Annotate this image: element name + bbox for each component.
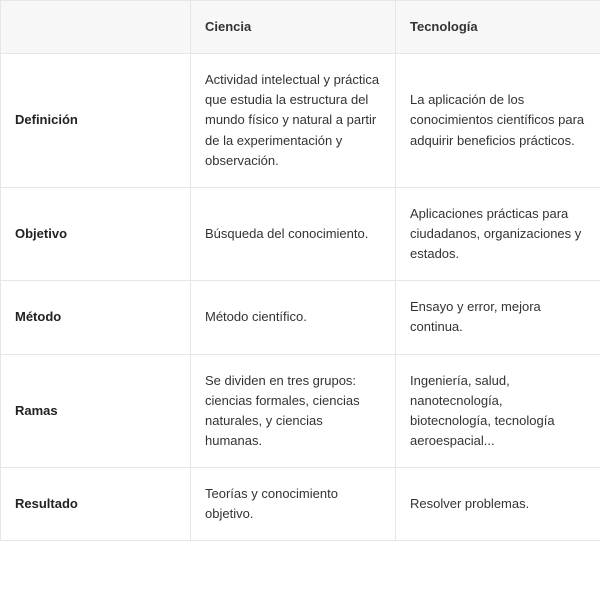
row-label: Objetivo xyxy=(1,187,191,280)
cell-tecnologia: La aplicación de los conocimientos cient… xyxy=(396,54,600,188)
cell-tecnologia: Ingeniería, salud, nanotecnología, biote… xyxy=(396,354,600,468)
cell-tecnologia: Resolver problemas. xyxy=(396,468,600,541)
col-header-tecnologia: Tecnología xyxy=(396,1,600,54)
cell-tecnologia: Aplicaciones prácticas para ciudadanos, … xyxy=(396,187,600,280)
cell-tecnologia: Ensayo y error, mejora continua. xyxy=(396,281,600,354)
row-label: Resultado xyxy=(1,468,191,541)
cell-ciencia: Método científico. xyxy=(191,281,396,354)
comparison-table: Ciencia Tecnología Definición Actividad … xyxy=(0,0,600,541)
table-row: Definición Actividad intelectual y práct… xyxy=(1,54,600,188)
table-row: Ramas Se dividen en tres grupos: ciencia… xyxy=(1,354,600,468)
table-row: Resultado Teorías y conocimiento objetiv… xyxy=(1,468,600,541)
table-row: Objetivo Búsqueda del conocimiento. Apli… xyxy=(1,187,600,280)
table-header-row: Ciencia Tecnología xyxy=(1,1,600,54)
cell-ciencia: Búsqueda del conocimiento. xyxy=(191,187,396,280)
table-row: Método Método científico. Ensayo y error… xyxy=(1,281,600,354)
cell-ciencia: Se dividen en tres grupos: ciencias form… xyxy=(191,354,396,468)
row-label: Ramas xyxy=(1,354,191,468)
col-header-ciencia: Ciencia xyxy=(191,1,396,54)
row-label: Definición xyxy=(1,54,191,188)
cell-ciencia: Actividad intelectual y práctica que est… xyxy=(191,54,396,188)
cell-ciencia: Teorías y conocimiento objetivo. xyxy=(191,468,396,541)
col-header-blank xyxy=(1,1,191,54)
row-label: Método xyxy=(1,281,191,354)
